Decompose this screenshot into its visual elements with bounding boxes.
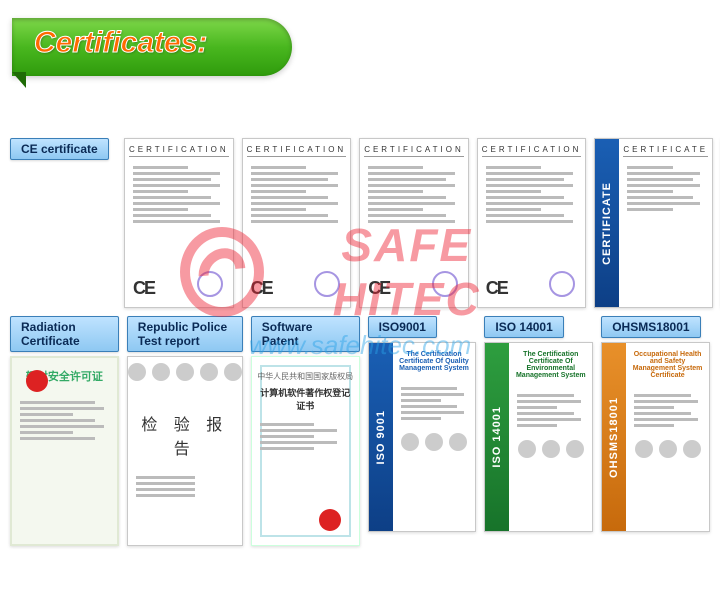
stamp-icon bbox=[197, 271, 223, 297]
cell-republic: Republic Police Test report 检 验 报 告 bbox=[127, 316, 243, 546]
banner-tail bbox=[12, 72, 26, 88]
cert-vstrip: OHSMS18001 bbox=[602, 343, 626, 531]
ce-mark-icon: CE bbox=[368, 278, 389, 299]
cert-heading: CERTIFICATE bbox=[623, 145, 708, 157]
row-ce: CE certificate CERTIFICATION CE CERTIFIC… bbox=[10, 138, 710, 308]
label-ohsms: OHSMS18001 bbox=[601, 316, 700, 338]
cert-ce-3: CERTIFICATION CE bbox=[359, 138, 469, 308]
cert-vstrip: ISO 9001 bbox=[369, 343, 393, 531]
row-other: Radiation Certificate 辐射安全许可证 Republic P… bbox=[10, 316, 710, 546]
iso9001-body-title: The Certification Certificate Of Quality… bbox=[397, 351, 472, 372]
cert-ce-2: CERTIFICATION CE bbox=[242, 138, 352, 308]
badge-row bbox=[393, 433, 476, 451]
cell-ohsms: OHSMS18001 OHSMS18001 Occupational Healt… bbox=[601, 316, 710, 546]
stamp-icon bbox=[432, 271, 458, 297]
ohsms-body-title: Occupational Health and Safety Managemen… bbox=[630, 351, 705, 379]
cert-vstrip: CERTIFICATE bbox=[595, 139, 619, 307]
vstrip-text: ISO 14001 bbox=[491, 406, 503, 468]
seal-icon bbox=[319, 509, 341, 531]
cert-heading: CERTIFICATION bbox=[129, 145, 229, 157]
stamp-icon bbox=[549, 271, 575, 297]
stamp-icon bbox=[314, 271, 340, 297]
seal-icon bbox=[26, 370, 48, 392]
vstrip-text: CERTIFICATE bbox=[601, 182, 613, 265]
vstrip-text: ISO 9001 bbox=[375, 410, 387, 464]
software-title: 计算机软件著作权登记证书 bbox=[260, 386, 351, 412]
cert-ce-4: CERTIFICATION CE bbox=[477, 138, 587, 308]
label-software: Software Patent bbox=[251, 316, 360, 352]
cert-heading: CERTIFICATION bbox=[482, 145, 582, 157]
cert-vstrip: ISO 14001 bbox=[485, 343, 509, 531]
badge-row bbox=[509, 440, 592, 458]
vstrip-text: OHSMS18001 bbox=[608, 397, 620, 478]
cell-software: Software Patent 中华人民共和国国家版权局 计算机软件著作权登记证… bbox=[251, 316, 360, 546]
certificates-grid: CE certificate CERTIFICATION CE CERTIFIC… bbox=[10, 138, 710, 583]
cell-iso9001: ISO9001 ISO 9001 The Certification Certi… bbox=[368, 316, 477, 546]
banner: Certificates: bbox=[12, 18, 292, 76]
ce-mark-icon: CE bbox=[133, 278, 154, 299]
label-radiation: Radiation Certificate bbox=[10, 316, 119, 352]
cert-ce-5: CERTIFICATE CERTIFICATE bbox=[594, 138, 713, 308]
label-iso14001: ISO 14001 bbox=[484, 316, 563, 338]
cert-ce-1: CERTIFICATION CE bbox=[124, 138, 234, 308]
cell-ce-label: CE certificate bbox=[10, 138, 116, 308]
cell-radiation: Radiation Certificate 辐射安全许可证 bbox=[10, 316, 119, 546]
banner-title: Certificates: bbox=[34, 26, 207, 60]
cert-heading: CERTIFICATION bbox=[247, 145, 347, 157]
cell-iso14001: ISO 14001 ISO 14001 The Certification Ce… bbox=[484, 316, 593, 546]
ce-mark-icon: CE bbox=[486, 278, 507, 299]
label-iso9001: ISO9001 bbox=[368, 316, 437, 338]
software-sub: 中华人民共和国国家版权局 bbox=[252, 371, 359, 382]
cert-heading: CERTIFICATION bbox=[364, 145, 464, 157]
republic-title: 检 验 报 告 bbox=[128, 411, 242, 459]
label-republic: Republic Police Test report bbox=[127, 316, 243, 352]
iso14001-body-title: The Certification Certificate Of Environ… bbox=[513, 351, 588, 379]
badge-row bbox=[128, 363, 242, 381]
badge-row bbox=[626, 440, 709, 458]
ce-mark-icon: CE bbox=[251, 278, 272, 299]
label-ce: CE certificate bbox=[10, 138, 109, 160]
